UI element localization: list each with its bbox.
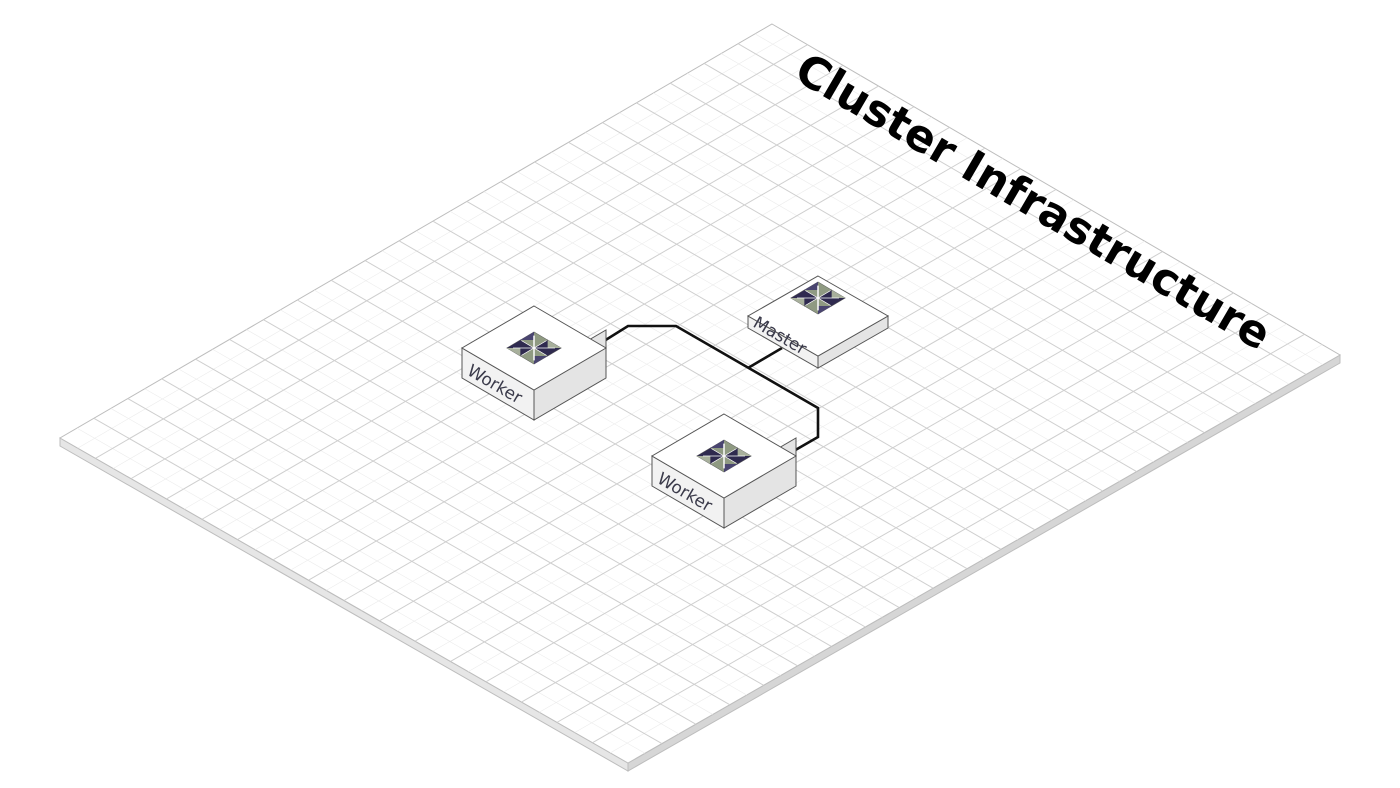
grid-line: [670, 82, 1239, 414]
grid-line: [364, 260, 934, 589]
grid-line: [201, 106, 915, 520]
grid-line: [737, 43, 1307, 375]
grid-line: [398, 240, 968, 570]
link-master-worker2: [747, 346, 783, 370]
grid-line: [195, 358, 764, 686]
grid-line: [432, 220, 1002, 550]
grid-line: [330, 279, 900, 609]
grid-line: [308, 168, 1021, 581]
grid-line: [263, 319, 832, 647]
platform: [58, 23, 1341, 772]
grid-line: [272, 147, 986, 561]
grid-line: [703, 62, 1273, 395]
grid-line: [343, 189, 1057, 601]
grid-line: [450, 251, 1163, 662]
node-master-top: [746, 275, 890, 357]
grid-line: [166, 85, 879, 500]
grid-line: [297, 299, 866, 628]
node-master[interactable]: Master: [746, 275, 890, 369]
grid-line: [521, 292, 1234, 703]
link-worker1-worker2: [595, 324, 820, 458]
grid-line: [161, 378, 730, 706]
platform-surface: [58, 23, 1341, 764]
grid-line: [592, 333, 1305, 744]
grid-line: [93, 417, 663, 745]
grid-line: [414, 230, 1128, 642]
connections: [595, 324, 820, 458]
grid-line: [602, 122, 1171, 453]
grid-line: [379, 209, 1092, 622]
grid-line: [229, 338, 798, 667]
grid-line: [485, 271, 1199, 683]
grid-line: [130, 64, 844, 480]
grid-line: [237, 127, 950, 540]
grid-line: [636, 102, 1205, 434]
grid-line: [127, 398, 697, 725]
grid-line: [556, 313, 1270, 723]
grid-line: [95, 44, 808, 459]
platform-grid: [76, 33, 1324, 754]
